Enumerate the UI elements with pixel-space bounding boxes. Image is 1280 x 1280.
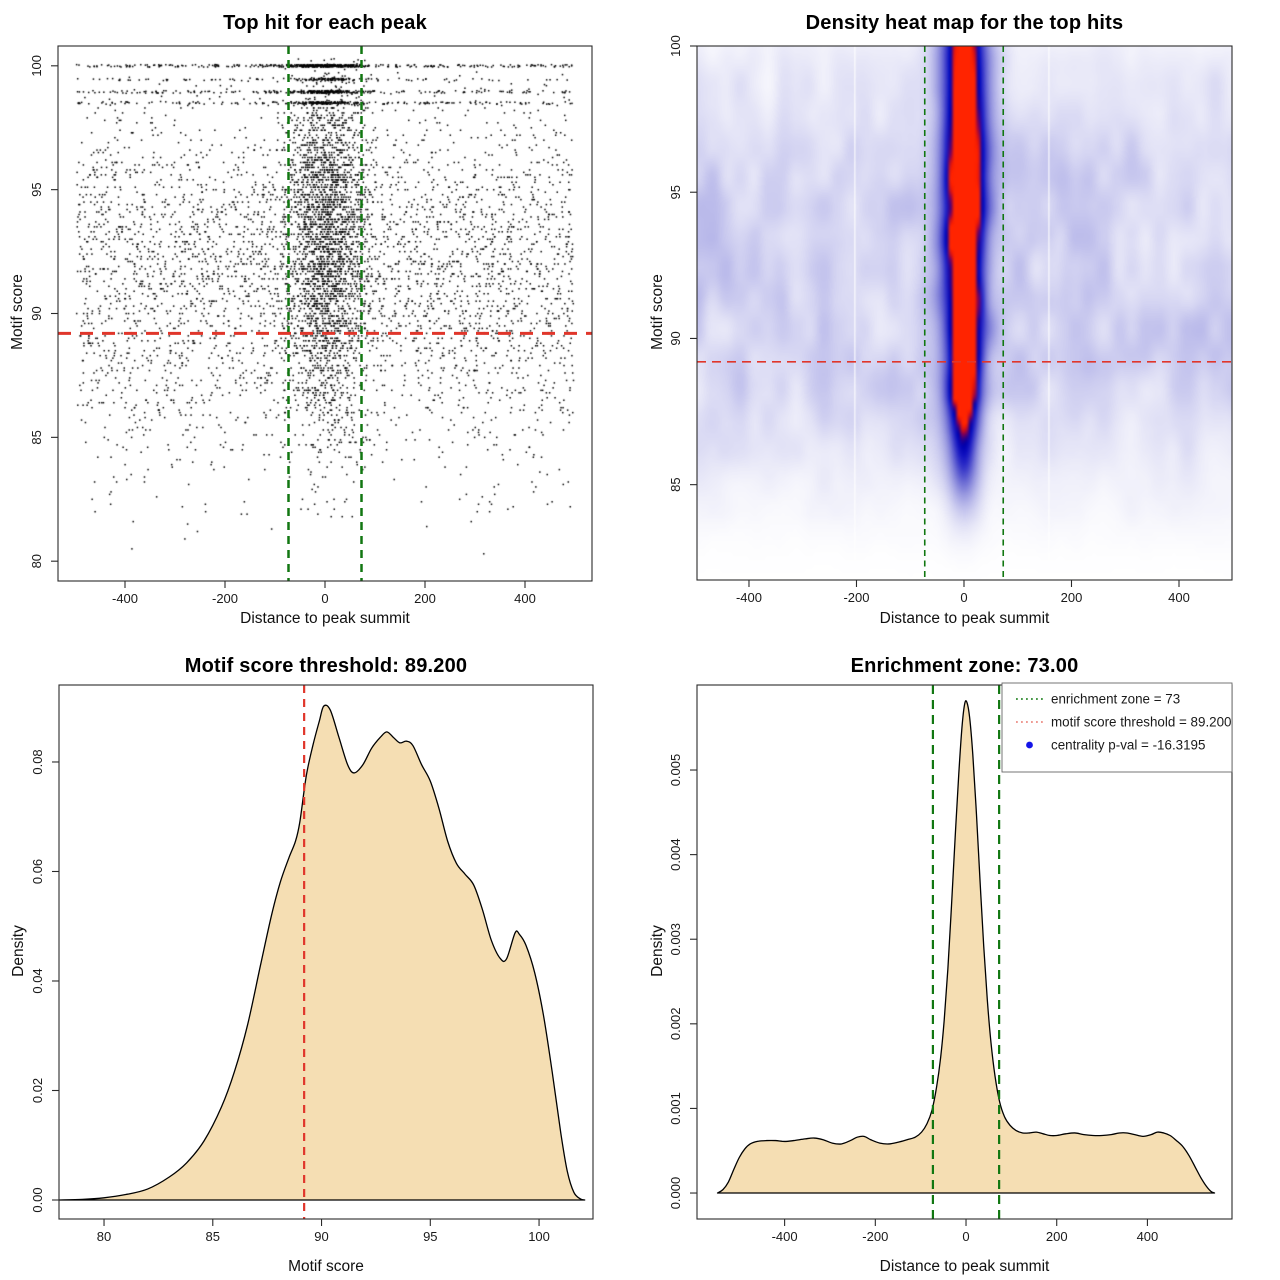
y-tick-label: 100 — [29, 55, 44, 77]
y-tick-label: 90 — [29, 306, 44, 320]
x-tick-label: 0 — [960, 590, 967, 605]
x-tick-label: 80 — [97, 1229, 111, 1244]
y-tick-label: 90 — [668, 331, 683, 345]
plot-box — [58, 684, 594, 1220]
legend: enrichment zone = 73 motif score threshol… — [1001, 682, 1233, 773]
y-tick-label: 85 — [29, 430, 44, 444]
y-tick-label: 0.003 — [668, 923, 683, 956]
y-tick-label: 0.02 — [30, 1078, 45, 1103]
x-tick-label: 200 — [1061, 590, 1083, 605]
x-tick-label: -400 — [112, 591, 138, 606]
x-axis-label: Motif score — [288, 1258, 364, 1275]
x-tick-label: 90 — [314, 1229, 328, 1244]
y-tick-label: 0.005 — [668, 754, 683, 787]
x-axis-label: Distance to peak summit — [240, 610, 410, 627]
x-tick-label: -200 — [843, 590, 869, 605]
x-tick-label: 100 — [528, 1229, 550, 1244]
x-tick-label: 85 — [206, 1229, 220, 1244]
x-tick-label: 200 — [414, 591, 436, 606]
y-tick-label: 0.000 — [668, 1177, 683, 1210]
scatter-points-canvas — [59, 47, 591, 580]
y-tick-label: 0.06 — [30, 859, 45, 884]
y-tick-label: 95 — [29, 182, 44, 196]
score-density-plot: 80 85 90 95 100 0.00 0.02 0.04 0.06 0.08 — [30, 684, 594, 1244]
x-tick-label: -200 — [212, 591, 238, 606]
y-tick-label: 0.004 — [668, 838, 683, 871]
scatter-axes: -400 -200 0 200 400 80 85 90 95 100 — [29, 45, 593, 606]
x-tick-label: 400 — [1168, 590, 1190, 605]
x-tick-label: 200 — [1046, 1229, 1068, 1244]
page-title: Motif score threshold: 89.200 — [184, 655, 468, 677]
y-tick-label: 80 — [29, 554, 44, 568]
panel-score-density: Motif score threshold: 89.200 80 85 90 95 10… — [0, 640, 640, 1280]
legend-box — [1001, 682, 1233, 773]
density-area — [58, 704, 586, 1201]
x-tick-label: 0 — [962, 1229, 969, 1244]
x-tick-label: 95 — [423, 1229, 437, 1244]
panel-distance-density: Enrichment zone: 73.00 -400 -200 0 200 400 0.… — [640, 640, 1280, 1280]
y-tick-label: 0.04 — [30, 968, 45, 993]
x-tick-label: 400 — [1137, 1229, 1159, 1244]
panel-heatmap: Density heat map for the top hits -400 -2… — [640, 0, 1280, 640]
x-tick-label: -400 — [772, 1229, 798, 1244]
x-tick-label: 400 — [514, 591, 536, 606]
y-axis-label: Density — [649, 925, 666, 977]
legend-item-label: centrality p-val = -16.3195 — [1051, 738, 1205, 753]
y-tick-label: 85 — [668, 477, 683, 491]
plot-box — [696, 45, 1233, 581]
y-tick-label: 100 — [668, 35, 683, 57]
panel-scatter: Top hit for each peak -400 -200 0 200 400 80 8… — [0, 0, 640, 640]
distance-density-plot: -400 -200 0 200 400 0.000 0.001 0.002 0.003 0.004… — [668, 682, 1233, 1244]
page-title: Top hit for each peak — [223, 12, 427, 34]
y-axis-label: Motif score — [9, 274, 26, 350]
plot-box — [57, 45, 593, 582]
legend-item-label: enrichment zone = 73 — [1051, 692, 1180, 707]
legend-item-label: motif score threshold = 89.200 — [1051, 715, 1232, 730]
y-tick-label: 0.00 — [30, 1187, 45, 1212]
heatmap-canvas — [697, 46, 1232, 580]
page-title: Density heat map for the top hits — [805, 12, 1124, 34]
y-tick-label: 0.001 — [668, 1092, 683, 1125]
density-area — [716, 700, 1216, 1194]
y-tick-label: 95 — [668, 185, 683, 199]
x-tick-label: -400 — [736, 590, 762, 605]
y-axis-label: Density — [10, 925, 27, 977]
pval-dot-icon — [1026, 741, 1033, 749]
y-tick-label: 0.002 — [668, 1008, 683, 1041]
plot-box — [696, 684, 1233, 1220]
x-axis-label: Distance to peak summit — [879, 1258, 1050, 1275]
heatmap-axes: -400 -200 0 200 400 85 90 95 100 — [668, 35, 1233, 605]
y-tick-label: 0.08 — [30, 749, 45, 774]
y-axis-label: Motif score — [649, 274, 666, 350]
x-tick-label: 0 — [321, 591, 328, 606]
page-title: Enrichment zone: 73.00 — [850, 655, 1079, 677]
x-tick-label: -200 — [862, 1229, 888, 1244]
x-axis-label: Distance to peak summit — [879, 610, 1050, 627]
